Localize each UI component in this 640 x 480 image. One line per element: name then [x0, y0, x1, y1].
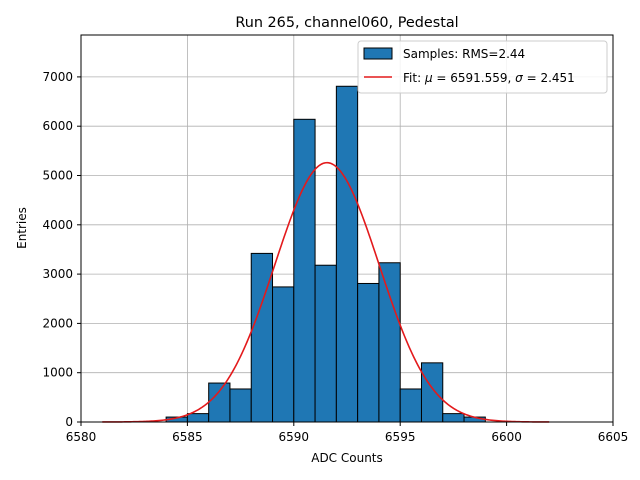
x-tick-label: 6585 — [172, 430, 203, 444]
y-axis-ticks: 0 1000 2000 3000 4000 5000 6000 7000 — [42, 70, 81, 429]
legend-label-samples: Samples: RMS=2.44 — [403, 47, 525, 61]
histogram-bar — [399, 388, 422, 423]
y-axis-label: Entries — [15, 207, 29, 249]
histogram-bar — [357, 282, 380, 423]
x-axis-label: ADC Counts — [311, 451, 383, 465]
histogram-bar — [208, 382, 231, 423]
y-tick-label: 2000 — [42, 316, 73, 330]
x-axis-ticks: 6580 6585 6590 6595 6600 6605 — [66, 422, 629, 444]
legend-box — [357, 40, 608, 94]
fit-curve — [102, 161, 550, 423]
y-tick-label: 6000 — [42, 119, 73, 133]
legend-swatch-samples — [363, 47, 393, 60]
histogram-bar — [186, 413, 210, 423]
histogram-bar — [442, 413, 465, 423]
legend: Samples: RMS=2.44 Fit: μ = 6591.559, σ =… — [357, 40, 608, 94]
x-tick-label: 6605 — [598, 430, 629, 444]
histogram-bar — [378, 262, 401, 423]
histogram-bar — [314, 264, 337, 423]
y-tick-label: 5000 — [42, 169, 73, 183]
legend-label-fit: Fit: μ = 6591.559, σ = 2.451 — [403, 71, 575, 85]
y-tick-label: 1000 — [42, 366, 73, 380]
histogram-bar — [272, 286, 295, 423]
y-tick-label: 4000 — [42, 218, 73, 232]
y-tick-label: 0 — [65, 415, 73, 429]
histogram-bar — [250, 252, 274, 423]
histogram-bar — [229, 388, 252, 423]
histogram-bars — [165, 85, 486, 423]
y-tick-label: 7000 — [42, 70, 73, 84]
histogram-bar — [420, 362, 444, 423]
x-tick-label: 6580 — [66, 430, 97, 444]
x-tick-label: 6600 — [491, 430, 522, 444]
y-tick-label: 3000 — [42, 267, 73, 281]
fit-curve-group — [102, 161, 550, 423]
histogram-bar — [293, 118, 316, 423]
histogram-bar — [335, 85, 359, 423]
x-tick-label: 6595 — [385, 430, 416, 444]
plot-frame — [80, 34, 614, 423]
x-tick-label: 6590 — [279, 430, 310, 444]
chart-title: Run 265, channel060, Pedestal — [235, 15, 458, 31]
